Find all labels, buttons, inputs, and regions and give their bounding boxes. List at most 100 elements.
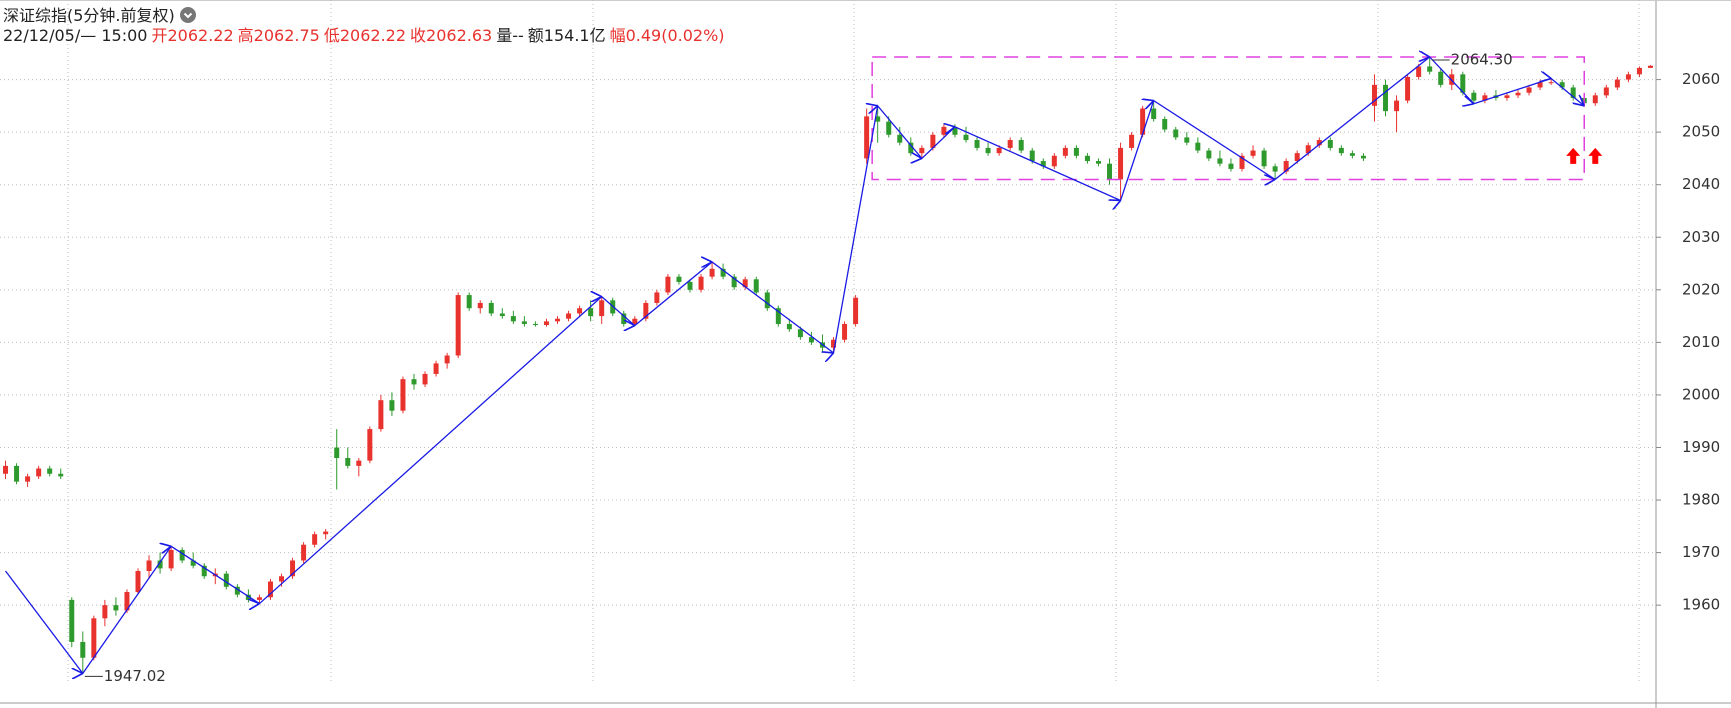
candle-body: [411, 379, 417, 385]
candle-body: [1129, 134, 1135, 148]
menu-icon[interactable]: [179, 7, 196, 23]
candle-body: [69, 599, 75, 642]
candle-body: [1162, 119, 1168, 130]
candle-body: [168, 549, 174, 569]
y-tick-label: 2000: [1682, 385, 1720, 403]
candle-body: [301, 544, 307, 561]
candle-body: [58, 473, 64, 477]
candle-body: [687, 281, 693, 290]
candle-body: [532, 323, 538, 326]
candle-body: [279, 576, 285, 582]
candle-body: [1515, 92, 1521, 96]
candle-body: [1383, 84, 1389, 112]
range-box: [871, 56, 1585, 181]
y-tick-label: 2050: [1682, 123, 1720, 141]
candle-body: [1592, 95, 1598, 104]
candle-body: [1029, 150, 1035, 162]
candle-body: [1360, 155, 1366, 159]
candle-body: [345, 458, 351, 466]
info-value: 2062.22: [339, 26, 407, 45]
candle-body: [1625, 74, 1631, 80]
candle-body: [25, 476, 31, 482]
candle-body: [709, 268, 715, 277]
candle-body: [577, 308, 583, 314]
candle-body: [1471, 92, 1477, 101]
candle-body: [919, 147, 925, 154]
candle-body: [422, 373, 428, 385]
candle-body: [654, 292, 660, 303]
candle-body: [897, 134, 903, 143]
candle-body: [1636, 67, 1642, 75]
info-value: 2062.63: [426, 26, 493, 45]
candle-body: [1394, 100, 1400, 112]
candle-body: [400, 379, 406, 411]
candle-body: [886, 121, 892, 135]
candle-body: [1647, 65, 1653, 68]
candle-body: [378, 400, 384, 430]
signal-arrow: [1588, 147, 1603, 164]
candle-body: [864, 116, 870, 159]
candle-body: [753, 279, 759, 293]
y-tick-label: 1980: [1682, 491, 1720, 509]
candle-body: [312, 534, 318, 545]
value-label: 1947.02: [104, 667, 166, 685]
candle-body: [1018, 140, 1024, 151]
candle-body: [3, 465, 9, 474]
candle-body: [1416, 66, 1422, 77]
info-label: 低: [323, 26, 340, 45]
y-tick-label: 2060: [1682, 70, 1720, 88]
time: 22/12/05/— 15:00: [3, 26, 148, 45]
chart-title: 深证综指(5分钟.前复权): [3, 6, 175, 25]
candle-body: [853, 297, 859, 324]
candle-body: [455, 295, 461, 356]
signal-arrow: [1566, 147, 1581, 164]
candle-body: [1603, 87, 1609, 96]
candle-body: [1118, 147, 1124, 180]
candle-body: [488, 302, 494, 314]
candle-body: [996, 147, 1002, 154]
info-label: 高: [237, 26, 254, 45]
candle-body: [36, 468, 42, 477]
candle-body: [1272, 166, 1278, 172]
y-tick-label: 2010: [1682, 333, 1720, 351]
candle-body: [499, 313, 505, 317]
info-label: 开: [151, 26, 168, 45]
candle-body: [555, 318, 561, 322]
candle-body: [566, 313, 572, 319]
info-value: 2062.75: [253, 26, 320, 45]
candle-body: [786, 323, 792, 330]
candle-body: [963, 134, 969, 141]
candle-body: [1151, 108, 1157, 119]
candle-body: [1338, 147, 1344, 154]
candle-body: [1614, 79, 1620, 88]
candle-body: [80, 641, 86, 658]
candle-body: [985, 147, 991, 154]
candle-body: [1438, 71, 1444, 85]
candle-body: [1062, 147, 1068, 156]
candle-body: [1173, 129, 1179, 138]
candle-body: [14, 465, 20, 482]
candle-body: [1107, 163, 1113, 180]
candle-body: [676, 276, 682, 282]
candle-body: [47, 468, 53, 474]
candle-body: [102, 605, 108, 619]
info-label: 收: [410, 26, 427, 45]
candle-body: [256, 597, 262, 600]
candle-body: [334, 447, 340, 458]
y-tick-label: 2020: [1682, 280, 1720, 298]
candle-body: [1084, 155, 1090, 162]
info-value: 154.1亿: [543, 26, 606, 45]
info-value: 0.49(0.02%): [625, 26, 725, 45]
candle-body: [367, 429, 373, 461]
candle-body: [1007, 140, 1013, 148]
candle-body: [1526, 87, 1532, 93]
candle-body: [797, 329, 803, 338]
candle-body: [1073, 147, 1079, 156]
candle-body: [1405, 76, 1411, 101]
candle-body: [433, 363, 439, 374]
candle-body: [1427, 66, 1433, 72]
candle-body: [113, 605, 119, 611]
candle-body: [1140, 108, 1146, 135]
